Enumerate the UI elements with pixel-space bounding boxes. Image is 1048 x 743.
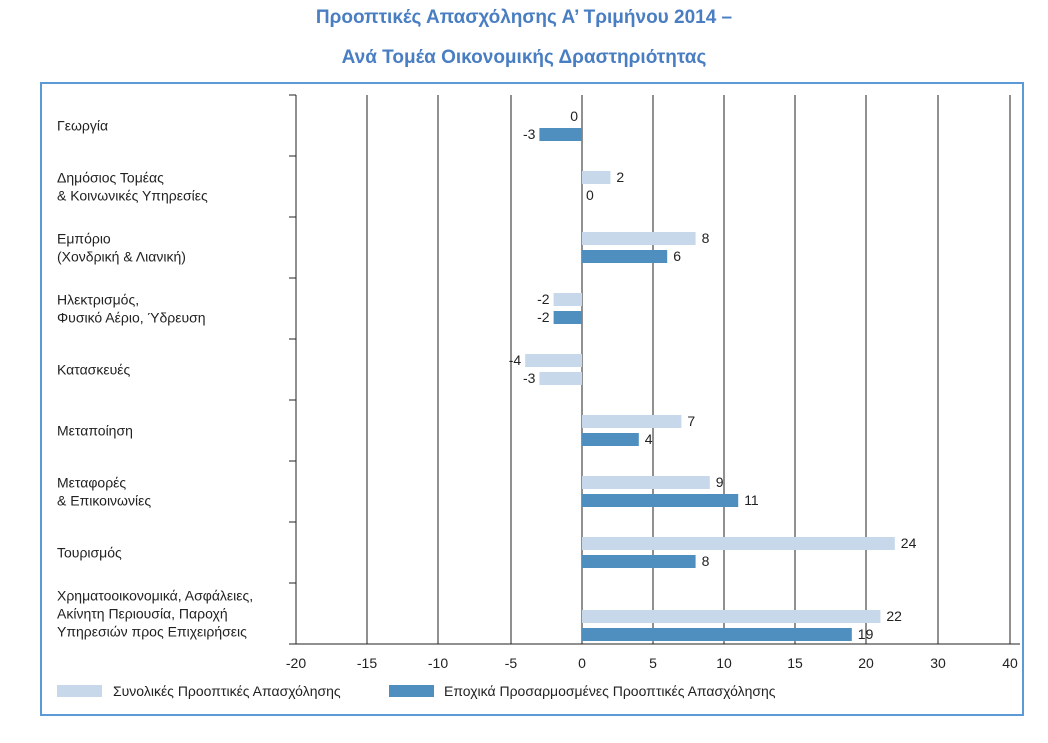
data-label: 8 [702,230,710,246]
bar-series1 [582,232,696,245]
bar-series1 [525,354,582,367]
bar-series1 [582,610,881,623]
x-tick-label: 20 [858,655,874,671]
bar-series2 [582,555,696,568]
x-tick-label: 40 [1002,655,1018,671]
data-label: 22 [886,608,902,624]
bar-series1 [582,476,710,489]
bar-series2 [582,250,668,263]
bar-series1 [582,537,895,550]
bar-series2 [553,311,582,324]
category-label: & Κοινωνικές Υπηρεσίες [57,188,208,204]
data-label: 0 [570,108,578,124]
category-label: Μεταποίηση [57,423,133,439]
bar-series2 [539,128,582,141]
data-label: 8 [702,553,710,569]
category-label: Κατασκευές [57,362,130,378]
category-label: & Επικοινωνίες [57,493,151,509]
category-label: Δημόσιος Τομέας [57,170,164,186]
chart-frame: -20 -15 -10 -5 0 5 10 15 20 30 40 Γεωργία Δημόσιος Τ… [40,82,1024,716]
x-tick-label: 5 [649,655,657,671]
legend-label-series2: Εποχικά Προσαρμοσμένες Προοπτικές Απασχό… [444,683,776,699]
data-label: 6 [673,248,681,264]
category-label: Γεωργία [57,118,108,134]
x-tick-label: 10 [716,655,732,671]
x-tick-label: 15 [787,655,803,671]
data-label: 11 [744,492,759,508]
data-label: -2 [537,291,550,307]
legend-label-series1: Συνολικές Προοπτικές Απασχόλησης [113,683,341,699]
data-label: -3 [523,370,536,386]
data-label: 7 [687,413,695,429]
bar-series2 [582,433,639,446]
data-label: 24 [901,535,917,551]
x-tick-label: -15 [357,655,377,671]
data-label: 19 [858,626,874,642]
data-label: 4 [645,431,653,447]
data-label: -4 [509,352,522,368]
data-label: 2 [616,169,624,185]
legend-swatch-series2 [389,685,434,697]
category-label: Υπηρεσιών προς Επιχειρήσεις [57,624,247,640]
bar-series1 [553,293,582,306]
bar-series1 [582,415,682,428]
data-label: 9 [716,474,724,490]
x-tick-label: 30 [930,655,946,671]
category-label: Ακίνητη Περιουσία, Παροχή [57,606,228,622]
category-label: Εμπόριο [57,231,111,247]
bar-series2 [582,628,852,641]
category-label: Μεταφορές [57,475,126,491]
category-label: Χρηματοοικονομικά, Ασφάλειες, [57,588,253,604]
category-label: Τουρισμός [57,545,122,561]
legend-swatch-series1 [57,685,102,697]
data-label: -3 [523,126,536,142]
x-tick-label: -5 [505,655,518,671]
x-tick-label: -20 [286,655,306,671]
bar-series2 [582,494,739,507]
x-tick-label: -10 [428,655,448,671]
data-label: 0 [586,187,594,203]
data-label: -2 [537,309,550,325]
x-tick-label: 0 [578,655,586,671]
bar-series2 [539,372,582,385]
category-label: Ηλεκτρισμός, [57,292,139,308]
chart-title-line-2: Ανά Τομέα Οικονομικής Δραστηριότητας [341,47,707,68]
category-label: Φυσικό Αέριο, Ύδρευση [57,310,206,326]
bar-series1 [582,171,611,184]
chart-title-line-1: Προοπτικές Απασχόλησης Α’ Τριμήνου 2014 … [315,7,733,28]
category-label: (Χονδρική & Λιανική) [57,249,186,265]
